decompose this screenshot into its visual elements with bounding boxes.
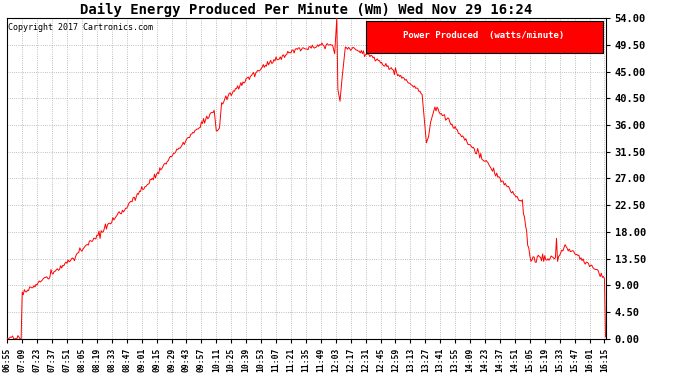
Text: Copyright 2017 Cartronics.com: Copyright 2017 Cartronics.com xyxy=(8,23,153,32)
FancyBboxPatch shape xyxy=(366,21,602,53)
Title: Daily Energy Produced Per Minute (Wm) Wed Nov 29 16:24: Daily Energy Produced Per Minute (Wm) We… xyxy=(80,3,533,17)
Text: Power Produced  (watts/minute): Power Produced (watts/minute) xyxy=(404,31,564,40)
